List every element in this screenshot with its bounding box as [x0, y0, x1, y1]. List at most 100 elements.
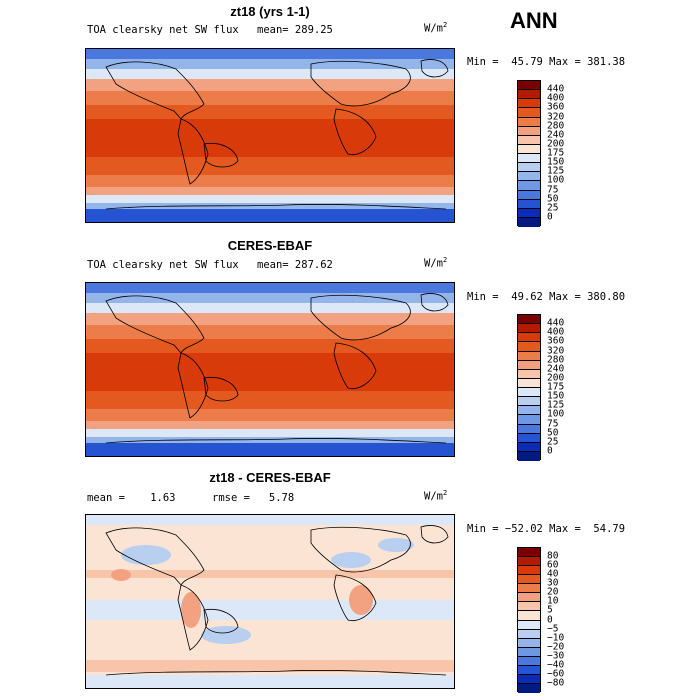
panel-2-title: CERES-EBAF: [227, 238, 313, 253]
colorbar-segment: [518, 647, 540, 657]
colorbar-segment: [518, 315, 540, 325]
colorbar-segment: [518, 611, 540, 621]
colorbar-tick-label: 20: [547, 586, 559, 598]
colorbar-segment: [518, 566, 540, 576]
colorbar-segment: [518, 172, 540, 182]
colorbar-segment: [518, 397, 540, 407]
colorbar-tick-label: 80: [547, 550, 559, 562]
colorbar-tick-label: 150: [547, 156, 565, 168]
panel-3-title: zt18 - CERES-EBAF: [209, 470, 331, 485]
colorbar-segment: [518, 199, 540, 209]
colorbar-segment: [518, 333, 540, 343]
colorbar-tick-label: 440: [547, 317, 565, 329]
colorbar-tick-label: −20: [547, 641, 565, 653]
colorbar-tick-label: 0: [547, 614, 553, 625]
colorbar-segment: [518, 163, 540, 173]
panel-2-map: [85, 282, 455, 457]
panel-2-mean: mean= 287.62: [257, 259, 333, 271]
colorbar-tick-label: 200: [547, 372, 565, 384]
panel-2-units: W/m2: [424, 256, 447, 270]
colorbar-tick-label: −80: [547, 677, 565, 689]
colorbar-tick-label: 360: [547, 335, 565, 347]
colorbar-segment: [518, 674, 540, 684]
panel-2-variable: TOA clearsky net SW flux: [87, 259, 239, 271]
colorbar-segment: [518, 342, 540, 352]
colorbar-tick-label: 75: [547, 184, 559, 195]
colorbar-tick-label: 150: [547, 390, 565, 402]
colorbar-tick-label: 400: [547, 92, 565, 104]
colorbar-tick-label: 240: [547, 129, 565, 141]
colorbar-tick-label: 100: [547, 408, 565, 420]
colorbar-tick-label: 280: [547, 120, 565, 132]
colorbar-tick-label: 0: [547, 445, 553, 457]
colorbar-tick-label: 175: [547, 381, 565, 393]
colorbar-segment: [518, 208, 540, 218]
colorbar-tick-label: 440: [547, 83, 565, 95]
colorbar-segment: [518, 638, 540, 648]
colorbar-segment: [518, 620, 540, 630]
panel-1-units: W/m2: [424, 21, 447, 35]
colorbar-segment: [518, 629, 540, 639]
colorbar-segment: [518, 451, 540, 461]
colorbar-segment: [518, 90, 540, 100]
panel-1-title: zt18 (yrs 1-1): [230, 4, 310, 19]
colorbar-segment: [518, 324, 540, 334]
colorbar-tick-label: 240: [547, 363, 565, 375]
colorbar-tick-label: 360: [547, 101, 565, 113]
colorbar-segment: [518, 378, 540, 388]
colorbar-tick-label: −30: [547, 650, 565, 662]
colorbar-segment: [518, 575, 540, 585]
colorbar-tick-label: 320: [547, 345, 565, 356]
colorbar-segment: [518, 117, 540, 127]
colorbar-tick-label: 280: [547, 354, 565, 366]
colorbar-segment: [518, 584, 540, 594]
panel-1-range: Min = 45.79 Max = 381.38: [467, 56, 626, 68]
colorbar-tick-label: 125: [547, 399, 565, 411]
colorbar-tick-label: −60: [547, 668, 565, 680]
panel-3-colorbar: [517, 547, 541, 693]
units-exp: 2: [442, 256, 448, 264]
colorbar-segment: [518, 135, 540, 145]
colorbar-tick-label: 60: [547, 559, 559, 571]
colorbar-segment: [518, 81, 540, 91]
colorbar-tick-label: 25: [547, 202, 559, 214]
colorbar-segment: [518, 424, 540, 434]
panel-3-range: Min = −52.02 Max = 54.79: [467, 523, 626, 535]
colorbar-tick-label: −40: [547, 659, 565, 671]
colorbar-tick-label: 200: [547, 138, 565, 150]
colorbar-tick-label: −10: [547, 632, 565, 644]
colorbar-tick-label: 30: [547, 577, 559, 589]
units-base: W/m: [424, 257, 443, 270]
colorbar-segment: [518, 593, 540, 603]
colorbar-tick-label: 25: [547, 436, 559, 448]
colorbar-tick-label: 5: [547, 604, 553, 616]
colorbar-segment: [518, 388, 540, 398]
colorbar-tick-label: 75: [547, 418, 559, 429]
panel-1-colorbar: [517, 80, 541, 227]
colorbar-segment: [518, 656, 540, 666]
units-base: W/m: [424, 22, 443, 35]
colorbar-segment: [518, 360, 540, 370]
colorbar-segment: [518, 369, 540, 379]
colorbar-tick-label: 400: [547, 326, 565, 338]
colorbar-segment: [518, 683, 540, 693]
colorbar-tick-label: 100: [547, 174, 565, 186]
panel-2-range: Min = 49.62 Max = 380.80: [467, 291, 626, 303]
colorbar-tick-label: 50: [547, 427, 559, 439]
colorbar-segment: [518, 442, 540, 452]
colorbar-segment: [518, 665, 540, 675]
colorbar-segment: [518, 557, 540, 567]
panel-2-colorbar: [517, 314, 541, 461]
colorbar-tick-label: 125: [547, 165, 565, 177]
colorbar-tick-label: 10: [547, 595, 559, 607]
panel-1-mean: mean= 289.25: [257, 24, 333, 36]
colorbar-tick-label: 320: [547, 111, 565, 122]
colorbar-segment: [518, 433, 540, 443]
colorbar-segment: [518, 181, 540, 191]
colorbar-segment: [518, 217, 540, 227]
colorbar-segment: [518, 126, 540, 136]
colorbar-segment: [518, 154, 540, 164]
colorbar-segment: [518, 190, 540, 200]
colorbar-tick-label: −5: [547, 623, 559, 635]
colorbar-segment: [518, 144, 540, 154]
